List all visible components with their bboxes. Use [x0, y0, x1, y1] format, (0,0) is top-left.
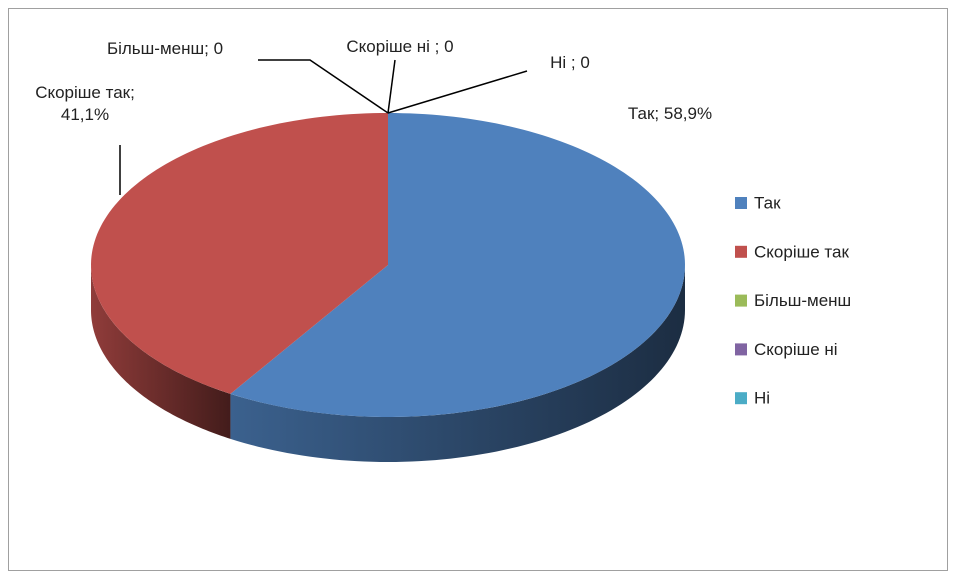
leader-line [258, 59, 389, 114]
slice [230, 113, 685, 417]
data-label: Скоріше ні ; 0 [346, 37, 454, 56]
data-label: Так; 58,9% [627, 104, 713, 123]
slice-side [91, 265, 231, 439]
legend-swatch [735, 294, 747, 307]
chart-frame [8, 8, 948, 571]
legend-swatch [735, 343, 747, 356]
data-label: Скоріше так; 41,1% [35, 83, 135, 124]
leader-line [387, 70, 528, 114]
slice [91, 113, 389, 394]
data-label: Ні ; 0 [550, 53, 590, 72]
slice-side [230, 265, 685, 462]
leader-line [387, 59, 396, 114]
legend-label: Скоріше так [754, 242, 849, 261]
legend-swatch [735, 392, 747, 405]
legend-label: Так [754, 193, 781, 212]
legend-label: Більш-менш [754, 291, 851, 310]
legend-swatch [735, 245, 747, 258]
legend-label: Скоріше ні [754, 340, 838, 359]
data-label: Більш-менш; 0 [106, 39, 224, 58]
legend-label: Ні [754, 389, 770, 408]
legend-swatch [735, 197, 747, 209]
